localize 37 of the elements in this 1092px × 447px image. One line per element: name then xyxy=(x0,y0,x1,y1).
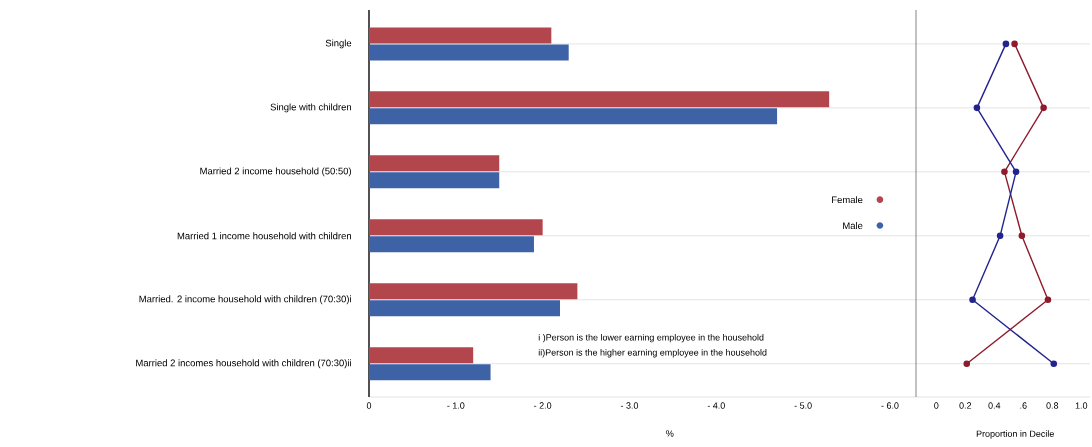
x-tick-label: - 3.0 xyxy=(620,402,639,409)
legend-label: Male xyxy=(843,222,863,230)
point xyxy=(1011,40,1018,48)
point xyxy=(1001,168,1008,176)
y-tick-label: Married. 2 income household with children (70:30)i xyxy=(139,295,351,305)
x-tick-label: 0 xyxy=(366,402,372,409)
legend-label: Female xyxy=(832,196,863,204)
annotation: i )Person is the lower earning employee in the household xyxy=(538,334,764,343)
x-tick-label: - 4.0 xyxy=(707,402,725,409)
y-tick-label: Married 2 income household (50:50) xyxy=(200,167,352,177)
point xyxy=(1018,232,1026,240)
x-tick-label: - 2.0 xyxy=(534,402,552,409)
y-tick-label: Married 1 income household with children xyxy=(177,232,351,240)
point xyxy=(973,104,981,112)
x-tick-label: .6 xyxy=(1020,402,1027,409)
y-tick-label: Single with children xyxy=(270,103,352,113)
point xyxy=(1040,104,1047,112)
point xyxy=(969,296,976,304)
x-tick-label: 0.8 xyxy=(1046,402,1059,409)
x-tick-label: 0.4 xyxy=(988,402,1001,409)
x-axis-title: Proportion in Decile xyxy=(976,430,1054,439)
x-tick-label: 0.2 xyxy=(959,402,972,409)
point xyxy=(1050,360,1058,368)
x-tick-label: - 6.0 xyxy=(881,402,899,409)
x-axis-title: % xyxy=(666,430,674,437)
point xyxy=(996,232,1004,240)
y-tick-label: Married 2 incomes household with children (70:30)ii xyxy=(136,359,351,369)
point xyxy=(1002,40,1010,48)
point xyxy=(963,360,971,368)
x-tick-label: - 1.0 xyxy=(447,402,465,409)
x-tick-label: 1.0 xyxy=(1075,402,1088,409)
point xyxy=(1012,168,1020,176)
x-tick-label: 0 xyxy=(934,402,939,409)
point xyxy=(1044,296,1052,304)
x-tick-label: - 5.0 xyxy=(794,402,812,409)
annotation: ii)Person is the higher earning employee in the household xyxy=(538,349,767,358)
y-tick-label: Single xyxy=(325,39,352,49)
